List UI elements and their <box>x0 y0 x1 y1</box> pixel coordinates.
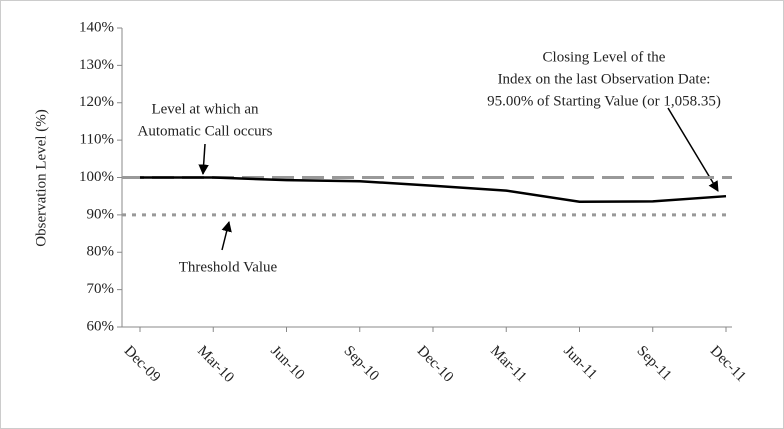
annotation: Automatic Call occurs <box>138 123 273 139</box>
arrow <box>198 143 209 176</box>
y-tick-label: 60% <box>87 318 115 334</box>
y-tick-label: 80% <box>87 244 115 260</box>
annotation: 95.00% of Starting Value (or 1,058.35) <box>487 93 721 109</box>
y-tick-label: 90% <box>87 206 115 222</box>
y-tick-label: 130% <box>79 57 114 73</box>
y-tick-label: 110% <box>80 132 114 148</box>
y-tick-label: 70% <box>87 281 115 297</box>
y-tick-label: 140% <box>79 19 114 35</box>
annotation: Threshold Value <box>179 259 278 275</box>
annotation: Level at which an <box>151 101 259 117</box>
arrow <box>221 220 232 251</box>
y-axis-label: Observation Level (%) <box>33 109 49 246</box>
series-line <box>140 176 727 204</box>
annotation: Index on the last Observation Date: <box>498 71 711 87</box>
y-tick-label: 100% <box>79 169 114 185</box>
y-tick-label: 120% <box>79 94 114 110</box>
annotation: Closing Level of the <box>543 49 666 65</box>
